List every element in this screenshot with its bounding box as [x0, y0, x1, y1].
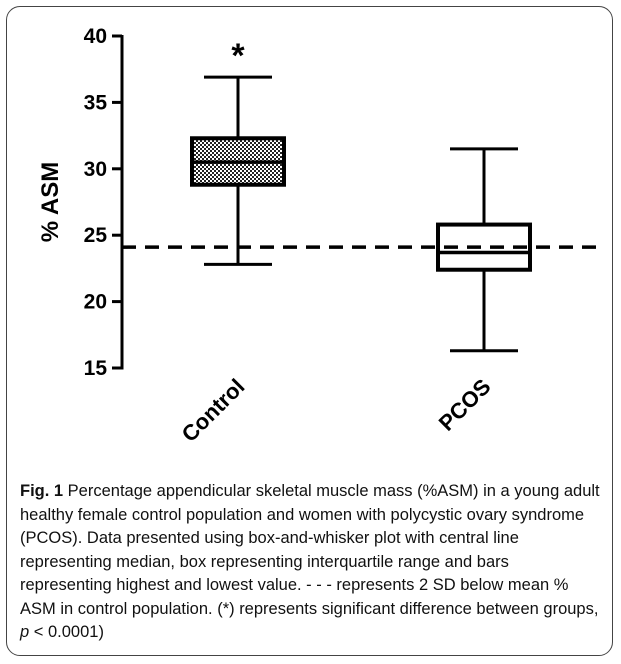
- figure-label: Fig. 1: [20, 482, 64, 500]
- caption-p-symbol: p: [20, 623, 30, 641]
- x-label-control: Control: [177, 374, 250, 447]
- x-label-pcos: PCOS: [434, 374, 496, 436]
- box-plot-chart: 15 20 25 30 35 40 % ASM * Control PCOS: [37, 25, 600, 447]
- significance-marker-control: *: [231, 37, 245, 75]
- caption-text: Percentage appendicular skeletal muscle …: [20, 482, 600, 618]
- y-tick-label-25: 25: [84, 224, 108, 247]
- figure-frame: [6, 6, 613, 656]
- y-tick-label-40: 40: [84, 25, 107, 48]
- y-tick-label-15: 15: [84, 357, 108, 380]
- y-axis-title: % ASM: [37, 162, 64, 242]
- y-tick-label-35: 35: [84, 91, 108, 114]
- caption-text-end: < 0.0001): [29, 623, 104, 641]
- figure-caption: Fig. 1 Percentage appendicular skeletal …: [20, 480, 605, 645]
- y-tick-label-30: 30: [84, 158, 107, 181]
- y-tick-label-20: 20: [84, 291, 107, 314]
